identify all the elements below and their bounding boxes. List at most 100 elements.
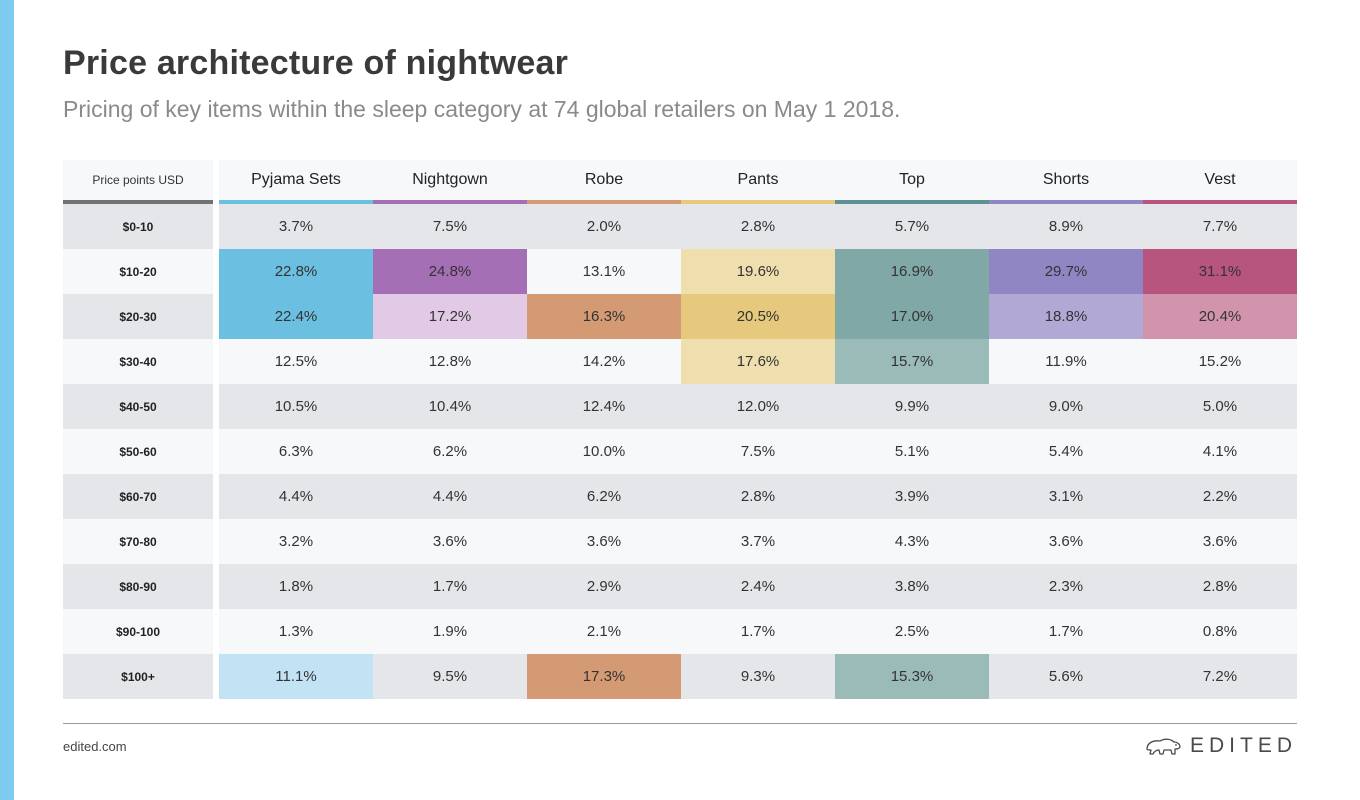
share-cell: 1.8% [219, 564, 373, 609]
column-gap [213, 249, 219, 294]
share-cell: 2.0% [527, 204, 681, 249]
table-row: $40-50 10.5% 10.4% 12.4% 12.0% 9.9% 9.0% 5.0% [63, 384, 1297, 429]
table-header-row: Price points USD Pyjama Sets Nightgown Rob… [63, 160, 1297, 204]
table-row: $70-80 3.2% 3.6% 3.6% 3.7% 4.3% 3.6% 3.6% [63, 519, 1297, 564]
share-cell: 3.7% [681, 519, 835, 564]
price-range-label: $50-60 [63, 429, 213, 474]
share-cell: 17.6% [681, 339, 835, 384]
share-cell: 7.7% [1143, 204, 1297, 249]
price-range-label: $40-50 [63, 384, 213, 429]
share-cell: 6.3% [219, 429, 373, 474]
share-cell: 5.1% [835, 429, 989, 474]
table-row: $50-60 6.3% 6.2% 10.0% 7.5% 5.1% 5.4% 4.1% [63, 429, 1297, 474]
page-subtitle: Pricing of key items within the sleep ca… [63, 96, 901, 122]
price-range-label: $30-40 [63, 339, 213, 384]
share-cell: 5.7% [835, 204, 989, 249]
share-cell: 4.4% [373, 474, 527, 519]
share-cell: 4.4% [219, 474, 373, 519]
share-cell: 7.5% [681, 429, 835, 474]
share-cell: 11.1% [219, 654, 373, 699]
footer-divider [63, 723, 1297, 724]
share-cell: 2.8% [1143, 564, 1297, 609]
share-cell: 17.0% [835, 294, 989, 339]
column-gap [213, 654, 219, 699]
share-cell: 10.5% [219, 384, 373, 429]
share-cell: 17.3% [527, 654, 681, 699]
share-cell: 18.8% [989, 294, 1143, 339]
table-row: $30-40 12.5% 12.8% 14.2% 17.6% 15.7% 11.9% 15.2… [63, 339, 1297, 384]
share-cell: 14.2% [527, 339, 681, 384]
table-row: $20-30 22.4% 17.2% 16.3% 20.5% 17.0% 18.8% 20.4… [63, 294, 1297, 339]
share-cell: 3.9% [835, 474, 989, 519]
share-cell: 16.3% [527, 294, 681, 339]
share-cell: 4.3% [835, 519, 989, 564]
share-cell: 7.5% [373, 204, 527, 249]
share-cell: 3.2% [219, 519, 373, 564]
share-cell: 8.9% [989, 204, 1143, 249]
share-cell: 17.2% [373, 294, 527, 339]
column-header: Shorts [989, 160, 1143, 204]
share-cell: 2.2% [1143, 474, 1297, 519]
share-cell: 11.9% [989, 339, 1143, 384]
share-cell: 22.8% [219, 249, 373, 294]
share-cell: 9.0% [989, 384, 1143, 429]
price-range-label: $90-100 [63, 609, 213, 654]
share-cell: 6.2% [373, 429, 527, 474]
column-gap [213, 384, 219, 429]
table-row: $0-10 3.7% 7.5% 2.0% 2.8% 5.7% 8.9% 7.7% [63, 204, 1297, 249]
share-cell: 9.9% [835, 384, 989, 429]
share-cell: 7.2% [1143, 654, 1297, 699]
footer-site: edited.com [63, 739, 127, 754]
column-gap [213, 609, 219, 654]
column-gap [213, 294, 219, 339]
share-cell: 9.3% [681, 654, 835, 699]
share-cell: 12.4% [527, 384, 681, 429]
column-gap [213, 204, 219, 249]
column-gap [213, 429, 219, 474]
share-cell: 1.3% [219, 609, 373, 654]
share-cell: 1.7% [989, 609, 1143, 654]
table-row: $60-70 4.4% 4.4% 6.2% 2.8% 3.9% 3.1% 2.2% [63, 474, 1297, 519]
column-gap [213, 160, 219, 204]
share-cell: 15.7% [835, 339, 989, 384]
share-cell: 5.0% [1143, 384, 1297, 429]
column-header: Pyjama Sets [219, 160, 373, 204]
price-range-label: $80-90 [63, 564, 213, 609]
share-cell: 3.1% [989, 474, 1143, 519]
price-range-label: $60-70 [63, 474, 213, 519]
table-row: $80-90 1.8% 1.7% 2.9% 2.4% 3.8% 2.3% 2.8% [63, 564, 1297, 609]
price-table: Price points USD Pyjama Sets Nightgown Rob… [63, 160, 1297, 699]
share-cell: 24.8% [373, 249, 527, 294]
column-header: Pants [681, 160, 835, 204]
share-cell: 5.4% [989, 429, 1143, 474]
share-cell: 2.8% [681, 204, 835, 249]
brand-name: EDITED [1189, 734, 1297, 757]
share-cell: 12.5% [219, 339, 373, 384]
share-cell: 20.4% [1143, 294, 1297, 339]
share-cell: 2.4% [681, 564, 835, 609]
column-header: Nightgown [373, 160, 527, 204]
brand-logo: EDITED [1144, 734, 1297, 758]
share-cell: 19.6% [681, 249, 835, 294]
share-cell: 6.2% [527, 474, 681, 519]
share-cell: 4.1% [1143, 429, 1297, 474]
share-cell: 3.6% [989, 519, 1143, 564]
share-cell: 12.0% [681, 384, 835, 429]
share-cell: 3.7% [219, 204, 373, 249]
share-cell: 13.1% [527, 249, 681, 294]
price-range-label: $70-80 [63, 519, 213, 564]
share-cell: 10.0% [527, 429, 681, 474]
side-accent-bar [0, 0, 14, 800]
price-range-label: $100+ [63, 654, 213, 699]
share-cell: 0.8% [1143, 609, 1297, 654]
column-gap [213, 564, 219, 609]
share-cell: 3.6% [373, 519, 527, 564]
column-gap [213, 339, 219, 384]
share-cell: 15.2% [1143, 339, 1297, 384]
share-cell: 9.5% [373, 654, 527, 699]
share-cell: 2.9% [527, 564, 681, 609]
column-header: Vest [1143, 160, 1297, 204]
table-body: $0-10 3.7% 7.5% 2.0% 2.8% 5.7% 8.9% 7.7% $10-20 2… [63, 204, 1297, 699]
price-range-label: $20-30 [63, 294, 213, 339]
share-cell: 31.1% [1143, 249, 1297, 294]
